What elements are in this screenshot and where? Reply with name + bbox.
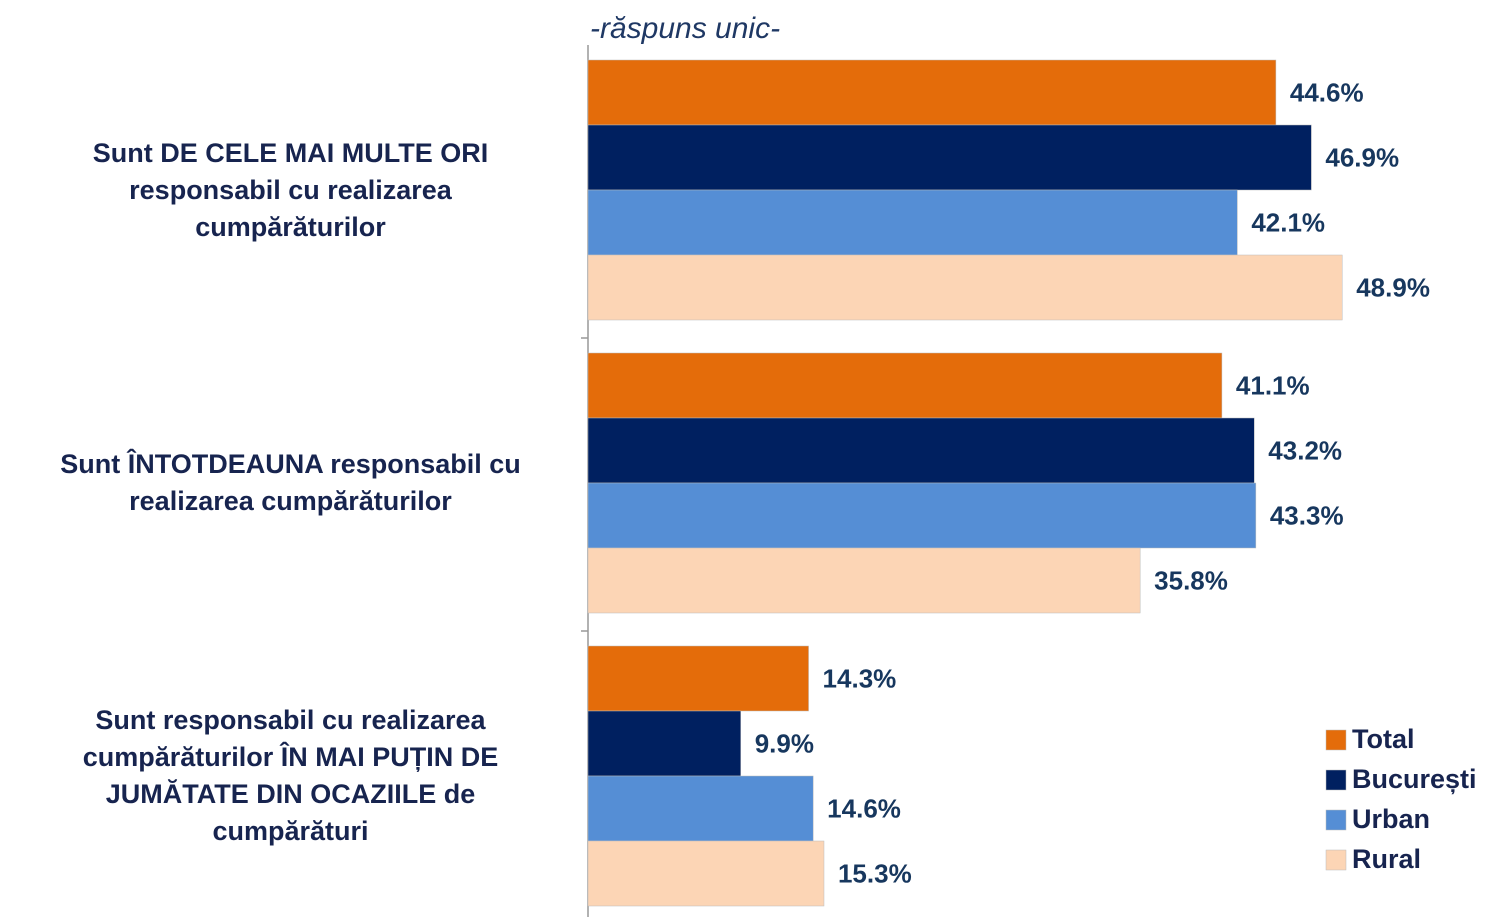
bar [587, 547, 1141, 614]
bar [587, 59, 1277, 126]
bar [587, 840, 825, 907]
data-label: 41.1% [1236, 370, 1310, 400]
category-label: Sunt DE CELE MAI MULTE ORI responsabil c… [92, 137, 489, 242]
legend-label: Total [1352, 724, 1415, 754]
legend-swatch [1325, 769, 1347, 791]
bar [587, 254, 1343, 321]
bar [587, 417, 1255, 484]
data-label: 42.1% [1251, 207, 1325, 237]
chart-subtitle: -răspuns unic- [590, 12, 780, 45]
data-label: 14.6% [827, 793, 901, 823]
legend-label: București [1352, 764, 1477, 794]
data-label: 14.3% [823, 663, 897, 693]
data-label: 9.9% [755, 728, 814, 758]
data-label: 43.3% [1270, 500, 1344, 530]
bar [587, 482, 1257, 549]
legend-swatch [1325, 809, 1347, 831]
bar [587, 645, 809, 712]
data-label: 48.9% [1356, 272, 1430, 302]
legend-swatch [1325, 849, 1347, 871]
bar [587, 775, 814, 842]
legend-swatch [1325, 729, 1347, 751]
category-label: Sunt responsabil cu realizarea cumpărătu… [82, 705, 499, 846]
data-label: 44.6% [1290, 77, 1364, 107]
bar [587, 710, 741, 777]
category-label: Sunt ÎNTOTDEAUNA responsabil cu realizar… [60, 449, 521, 516]
bar [587, 352, 1223, 419]
bar [587, 124, 1312, 191]
data-label: 43.2% [1268, 435, 1342, 465]
data-label: 35.8% [1154, 565, 1228, 595]
bar [587, 189, 1238, 256]
data-label: 46.9% [1325, 142, 1399, 172]
data-label: 15.3% [838, 858, 912, 888]
legend-label: Rural [1352, 844, 1421, 874]
legend-label: Urban [1352, 804, 1430, 834]
